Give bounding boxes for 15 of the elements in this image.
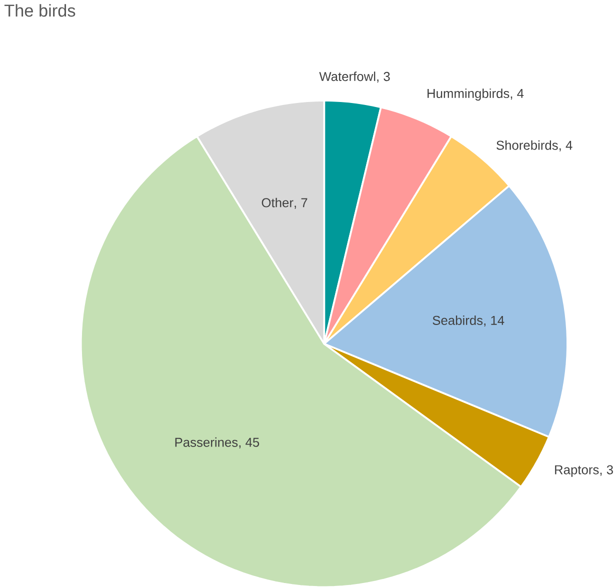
chart-title: The birds: [4, 4, 76, 17]
data-label: , 7: [294, 198, 308, 209]
slice-label: Passerines: [175, 437, 238, 447]
data-label: , 4: [510, 89, 524, 100]
slice-label: Waterfowl: [319, 72, 376, 82]
slice-label: Hummingbirds: [428, 88, 510, 101]
slice-label: Other: [262, 198, 294, 208]
slice-label: Shorebirds: [496, 140, 558, 150]
slice-label: Seabirds: [432, 315, 483, 325]
data-label: , 14: [484, 316, 504, 326]
data-label: , 3: [600, 465, 613, 476]
slice-label: Raptors: [555, 465, 599, 477]
data-label: , 45: [239, 438, 260, 448]
data-label: , 4: [560, 140, 572, 152]
data-label: , 3: [377, 72, 390, 83]
